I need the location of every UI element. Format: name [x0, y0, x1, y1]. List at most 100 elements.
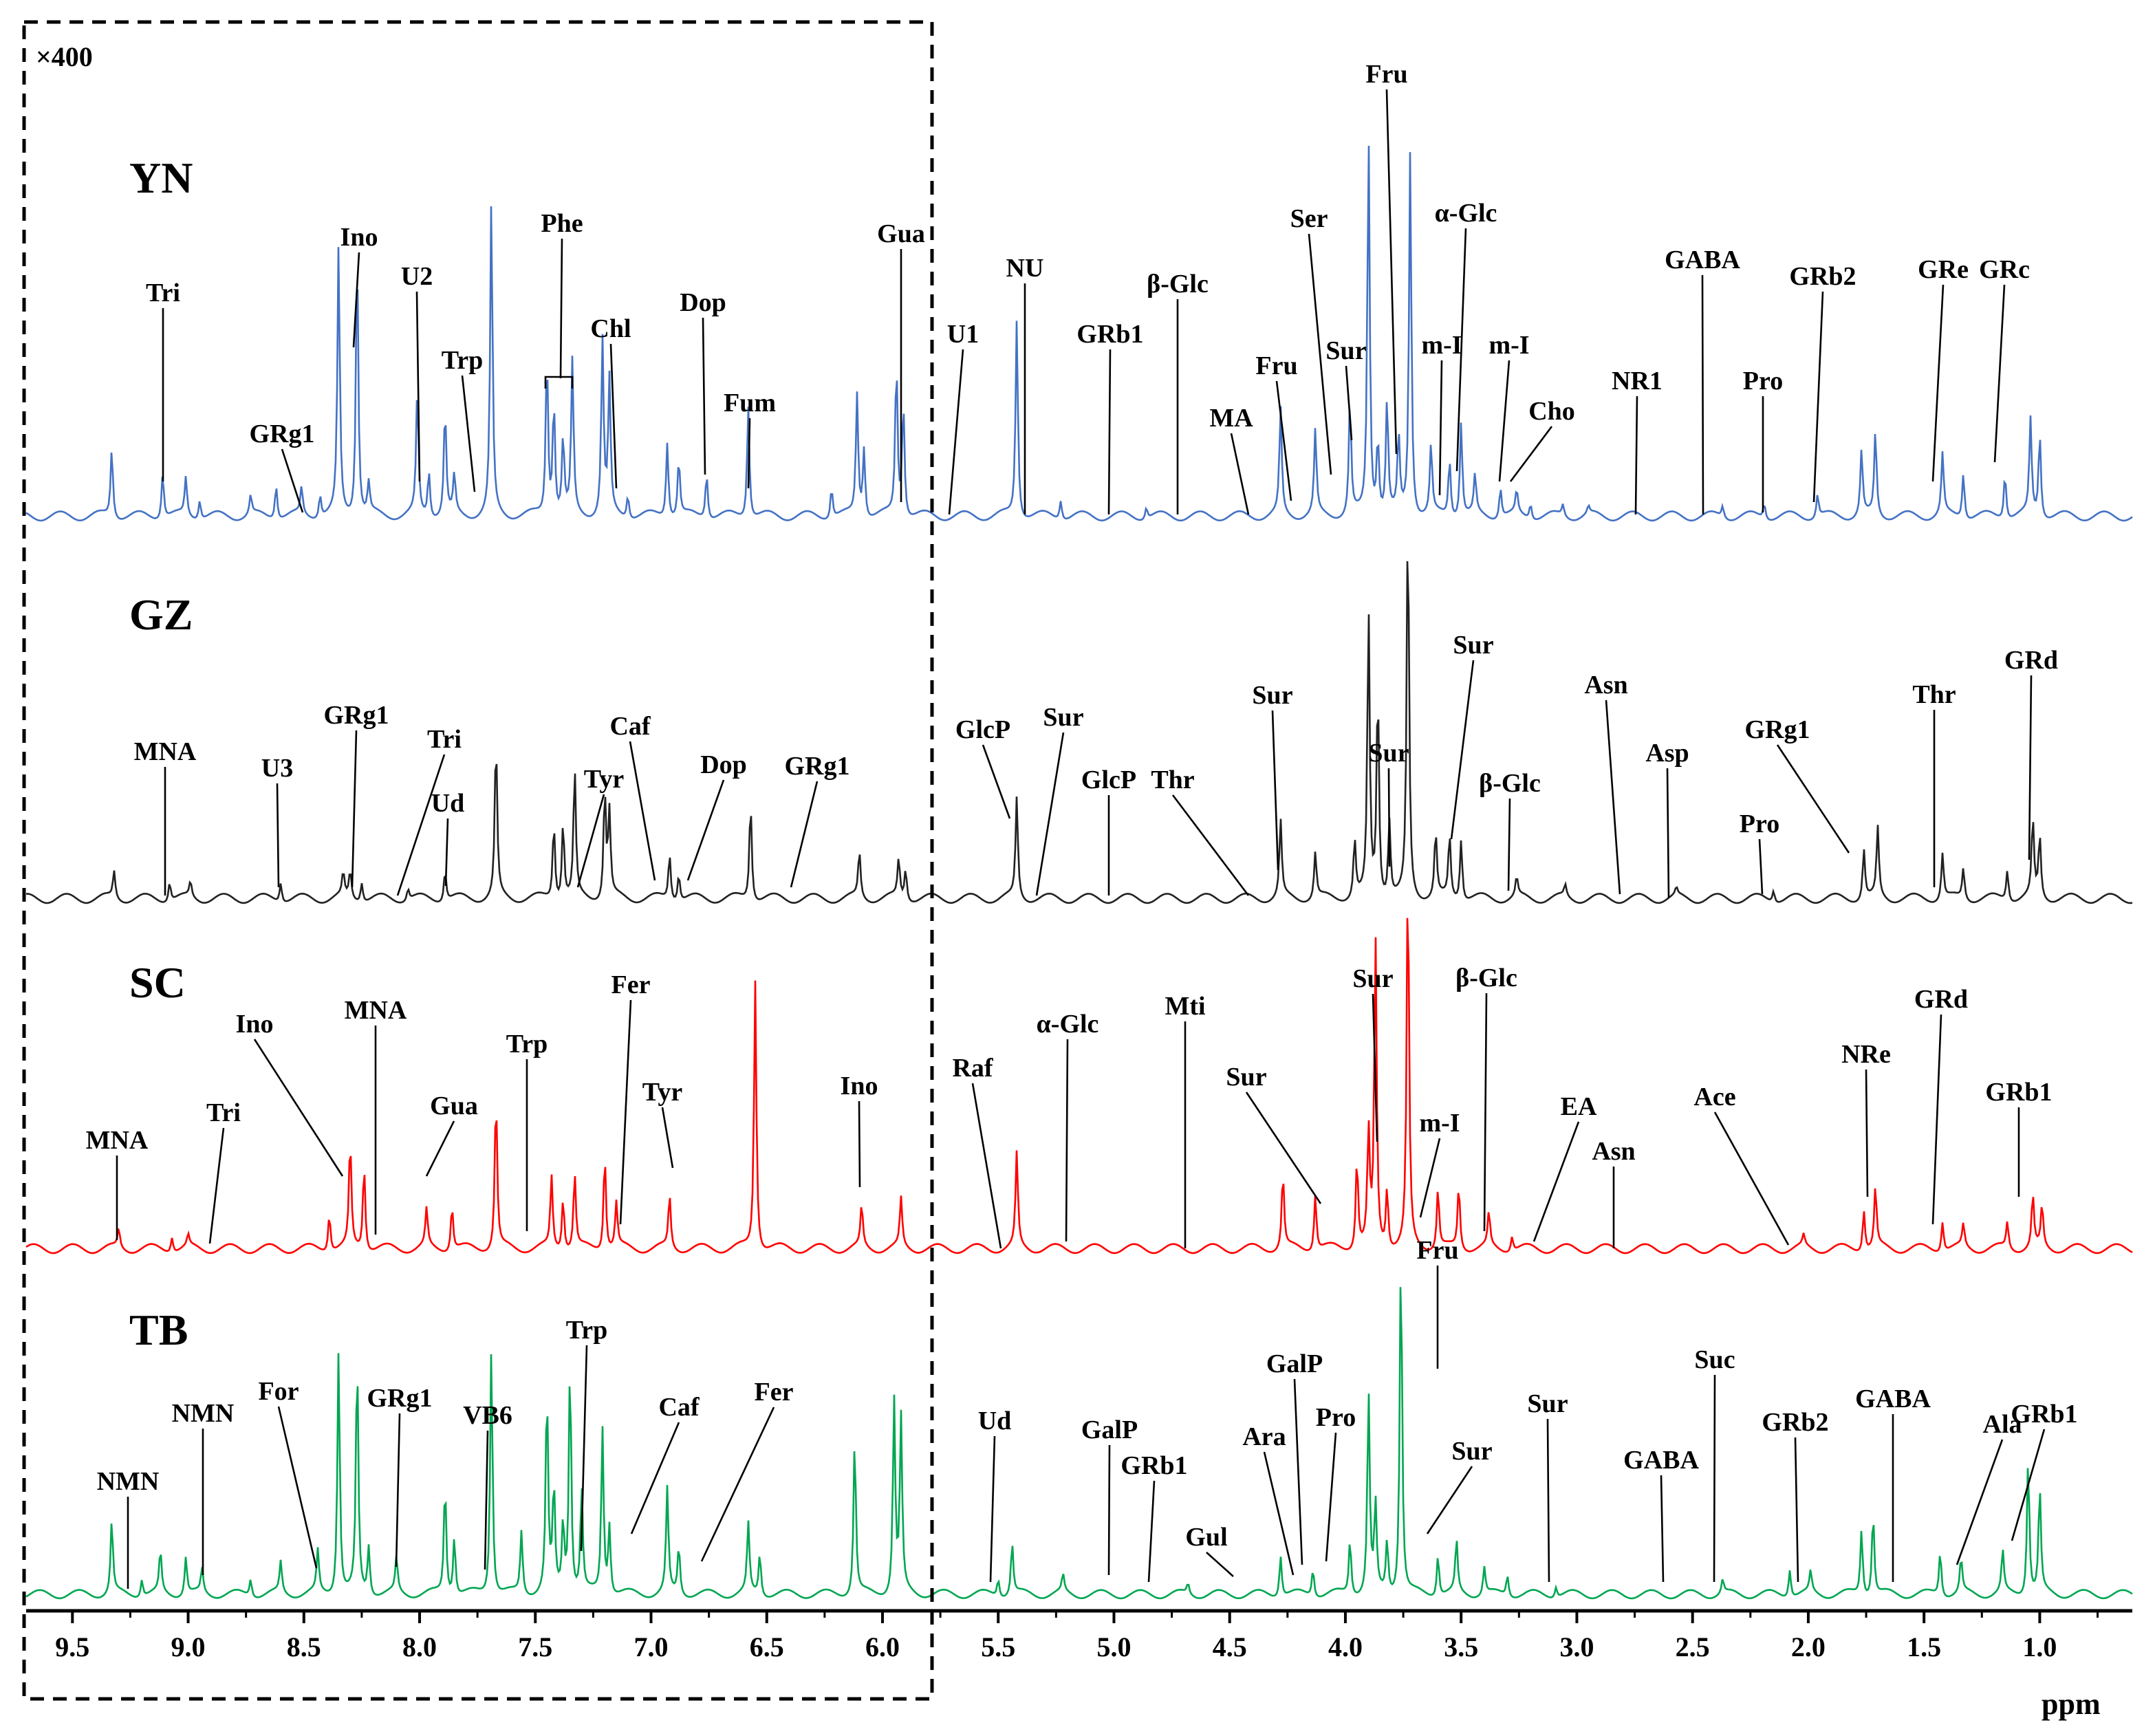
peak-leader-line: [281, 448, 304, 513]
peak-leader-line: [276, 783, 280, 888]
peak-label: Asp: [1645, 739, 1689, 768]
peak-label: Sur: [1451, 1437, 1492, 1466]
peak-label: α-Glc: [1037, 1010, 1099, 1039]
peak-leader-line: [1993, 284, 2006, 463]
peak-label: MA: [1209, 404, 1253, 433]
peak-leader-line: [1372, 993, 1378, 1142]
peak-label: Gul: [1185, 1523, 1227, 1552]
x-tick-label: 9.0: [171, 1631, 206, 1662]
peak-leader-line: [1776, 744, 1850, 854]
peak-label: α-Glc: [1435, 199, 1497, 228]
peak-leader-line: [395, 1413, 401, 1567]
peak-label: Tyr: [642, 1078, 683, 1107]
peak-leader-line: [444, 818, 449, 887]
peak-label: MNA: [345, 996, 407, 1025]
peak-label: Sur: [1352, 964, 1393, 993]
peak-label: GRg1: [785, 752, 850, 781]
peak-label: Trp: [566, 1316, 608, 1345]
peak-label: NU: [1006, 254, 1044, 283]
peak-leader-line: [971, 1083, 1002, 1249]
peak-label: Tri: [206, 1098, 241, 1127]
peak-label: For: [258, 1377, 299, 1406]
peak-label: Ala: [1983, 1410, 2022, 1439]
peak-leader-line: [1419, 1138, 1441, 1218]
peak-leader-line: [1035, 732, 1065, 896]
peak-label: Trp: [506, 1030, 548, 1059]
series-label-yn: YN: [129, 153, 193, 202]
peak-leader-line: [1509, 426, 1553, 482]
zoom-factor-label: ×400: [36, 41, 93, 72]
peak-label: Ser: [1290, 204, 1328, 233]
peak-label: m-I: [1421, 331, 1462, 360]
peak-label: NMN: [97, 1467, 160, 1496]
peak-label: Ace: [1693, 1083, 1735, 1111]
peak-label: Ud: [431, 789, 465, 818]
peak-label: GRb1: [2011, 1400, 2077, 1429]
peak-label: GABA: [1665, 246, 1740, 274]
x-tick-label: 2.0: [1791, 1631, 1826, 1662]
peak-leader-line: [858, 1100, 861, 1188]
peak-leader-line: [686, 779, 725, 881]
peak-label: EA: [1561, 1092, 1597, 1121]
x-tick-label: 3.0: [1559, 1631, 1594, 1662]
peak-leader-line: [1345, 365, 1353, 441]
peak-leader-line: [1483, 992, 1488, 1232]
peak-label: Ino: [340, 223, 378, 252]
peak-leader-line: [1293, 1378, 1303, 1565]
x-tick-label: 5.5: [981, 1631, 1015, 1662]
peak-label: Pro: [1316, 1403, 1356, 1432]
peak-label: Tri: [427, 725, 462, 754]
x-axis-title: ppm: [2042, 1687, 2101, 1721]
x-tick-label: 8.0: [402, 1631, 437, 1662]
peak-leader-line: [619, 999, 632, 1225]
peak-leader-line: [747, 417, 751, 489]
peak-label: GRd: [1914, 985, 1968, 1014]
peak-label: Fum: [724, 389, 776, 417]
peak-label: Ino: [236, 1010, 274, 1039]
peak-label: Dop: [700, 750, 747, 779]
peak-leader-line: [1713, 1111, 1790, 1246]
peak-label: Raf: [952, 1054, 993, 1083]
peak-label: GRe: [1918, 255, 1969, 284]
x-tick-label: 4.5: [1213, 1631, 1247, 1662]
peak-label: Sur: [1368, 739, 1409, 768]
peak-leader-line: [1245, 1092, 1322, 1204]
phe-bracket: [544, 376, 574, 389]
peak-label: Chl: [590, 314, 631, 343]
peak-leader-line: [559, 238, 563, 379]
peak-label: GRc: [1979, 255, 2030, 284]
peak-label: Fru: [1416, 1236, 1458, 1265]
peak-label: NRe: [1841, 1040, 1891, 1069]
peak-leader-line: [1812, 291, 1824, 503]
peak-leader-line: [1794, 1437, 1799, 1583]
peak-label: GRb1: [1076, 320, 1143, 349]
peak-label: GRb2: [1789, 262, 1856, 291]
peak-label: β-Glc: [1147, 270, 1209, 299]
peak-leader-line: [1660, 1475, 1665, 1583]
x-tick-label: 1.0: [2022, 1631, 2057, 1662]
peak-leader-line: [484, 1430, 489, 1570]
peak-label: Ud: [978, 1407, 1012, 1435]
peak-label: MNA: [86, 1126, 149, 1155]
peak-label: Thr: [1151, 766, 1194, 794]
peak-leader-line: [1666, 768, 1670, 898]
peak-leader-line: [1865, 1069, 1869, 1197]
peak-label: Gua: [430, 1092, 478, 1120]
peak-label: Tri: [146, 279, 180, 307]
peak-leader-line: [1426, 1466, 1473, 1534]
peak-label: NMN: [172, 1399, 235, 1428]
peak-label: Asn: [1584, 671, 1627, 699]
peak-label: Fru: [1365, 60, 1407, 89]
peak-label: Tyr: [584, 765, 625, 794]
peak-label: MNA: [134, 737, 197, 766]
series-label-sc: SC: [129, 958, 186, 1007]
peak-leader-line: [1533, 1121, 1580, 1242]
peak-label: Trp: [442, 346, 484, 375]
spectrum-line-yn: [25, 145, 2133, 522]
peak-leader-line: [580, 1345, 588, 1552]
spectrum-line-gz: [25, 561, 2133, 904]
peak-leader-line: [1325, 1432, 1337, 1562]
peak-leader-line: [1308, 233, 1332, 475]
peak-label: Caf: [609, 712, 651, 741]
